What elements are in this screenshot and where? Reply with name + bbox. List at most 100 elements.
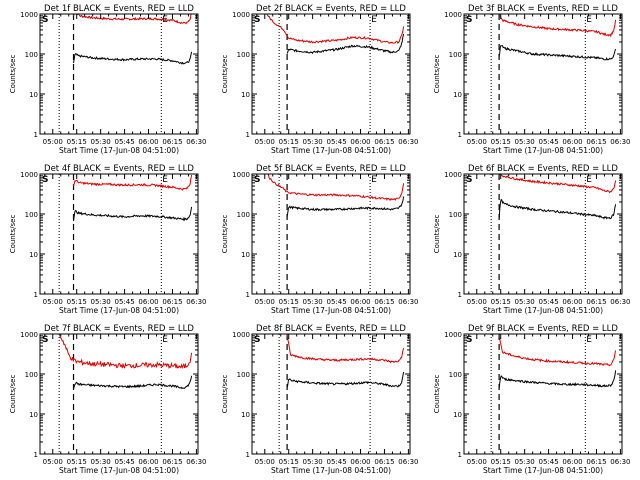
lld-series-line <box>267 174 405 201</box>
x-tick-label: 05:15 <box>491 458 511 466</box>
y-axis-label: Counts/sec <box>221 375 229 414</box>
y-tick-label: 1000 <box>444 171 462 179</box>
plot-frame <box>39 13 199 135</box>
plot-frame <box>251 333 411 455</box>
x-tick-label: 06:30 <box>398 458 418 466</box>
x-tick-label: 06:15 <box>586 458 606 466</box>
events-series-line <box>286 33 405 55</box>
x-tick-label: 05:30 <box>91 298 111 306</box>
x-tick-label: 05:15 <box>491 138 511 146</box>
x-tick-label: 05:00 <box>43 298 63 306</box>
events-series-line <box>73 206 193 222</box>
x-tick-label: 06:15 <box>374 138 394 146</box>
y-tick-label: 1 <box>246 291 250 299</box>
x-tick-label: 06:15 <box>374 458 394 466</box>
x-tick-label: 05:15 <box>279 138 299 146</box>
y-tick-label: 1 <box>458 131 462 139</box>
y-tick-label: 1000 <box>444 11 462 19</box>
panel-title: Det 6f BLACK = Events, RED = LLD <box>468 164 618 174</box>
x-tick-label: 05:00 <box>467 138 487 146</box>
y-tick-label: 1 <box>458 451 462 459</box>
end-marker-label: E <box>586 335 592 345</box>
x-tick-label: 05:30 <box>303 298 323 306</box>
plot-frame <box>39 173 199 295</box>
lld-series-line <box>73 14 192 25</box>
x-tick-label: 06:00 <box>350 298 370 306</box>
panel-title: Det 5f BLACK = Events, RED = LLD <box>256 164 406 174</box>
x-tick-label: 05:00 <box>43 458 63 466</box>
lld-series-line <box>498 334 617 367</box>
plot-frame <box>39 333 199 455</box>
events-series-line <box>498 370 617 389</box>
x-tick-label: 05:45 <box>538 298 558 306</box>
y-tick-label: 1000 <box>20 171 38 179</box>
events-series-line <box>286 371 405 388</box>
x-tick-label: 05:30 <box>91 138 111 146</box>
x-tick-label: 06:30 <box>610 458 630 466</box>
events-series-line <box>73 375 193 390</box>
plot-frame <box>463 13 623 135</box>
y-tick-label: 100 <box>25 371 38 379</box>
x-tick-label: 05:15 <box>67 458 87 466</box>
x-axis-label: Start Time (17-Jun-08 04:51:00) <box>271 466 391 475</box>
end-marker-label: E <box>371 15 377 25</box>
x-tick-label: 06:00 <box>562 138 582 146</box>
end-marker-label: E <box>162 175 168 185</box>
x-tick-label: 05:45 <box>114 138 134 146</box>
start-marker-label: S <box>466 335 472 345</box>
y-tick-label: 100 <box>237 371 250 379</box>
x-tick-label: 06:30 <box>610 298 630 306</box>
y-axis-label: Counts/sec <box>9 55 17 94</box>
panel-title: Det 3f BLACK = Events, RED = LLD <box>468 4 618 14</box>
y-tick-label: 1 <box>246 131 250 139</box>
x-tick-label: 05:30 <box>91 458 111 466</box>
x-tick-label: 05:00 <box>467 298 487 306</box>
x-axis-label: Start Time (17-Jun-08 04:51:00) <box>483 306 603 315</box>
y-tick-label: 100 <box>449 51 462 59</box>
x-tick-label: 05:30 <box>303 458 323 466</box>
x-tick-label: 05:30 <box>303 138 323 146</box>
x-tick-label: 06:00 <box>138 298 158 306</box>
events-series-line <box>498 45 617 61</box>
x-tick-label: 06:30 <box>398 298 418 306</box>
x-tick-label: 05:00 <box>255 138 275 146</box>
x-tick-label: 05:45 <box>538 458 558 466</box>
y-axis-label: Counts/sec <box>221 215 229 254</box>
start-marker-label: S <box>42 175 48 185</box>
x-tick-label: 05:30 <box>515 458 535 466</box>
y-tick-label: 1000 <box>20 11 38 19</box>
y-tick-label: 100 <box>449 211 462 219</box>
x-tick-label: 05:00 <box>255 298 275 306</box>
start-marker-label: S <box>254 335 260 345</box>
lld-series-line <box>498 14 617 38</box>
y-tick-label: 100 <box>25 211 38 219</box>
events-series-line <box>286 196 405 217</box>
y-tick-label: 100 <box>237 51 250 59</box>
panel-title: Det 2f BLACK = Events, RED = LLD <box>256 4 406 14</box>
x-axis-label: Start Time (17-Jun-08 04:51:00) <box>271 306 391 315</box>
y-tick-label: 10 <box>241 91 250 99</box>
x-tick-label: 06:15 <box>374 298 394 306</box>
lld-series-line <box>58 334 193 370</box>
panel-title: Det 1f BLACK = Events, RED = LLD <box>44 4 194 14</box>
x-tick-label: 06:30 <box>186 458 206 466</box>
y-tick-label: 1 <box>34 451 38 459</box>
x-tick-label: 06:30 <box>186 138 206 146</box>
y-tick-label: 1000 <box>232 171 250 179</box>
x-axis-label: Start Time (17-Jun-08 04:51:00) <box>483 466 603 475</box>
x-tick-label: 05:15 <box>67 298 87 306</box>
end-marker-label: E <box>371 335 377 345</box>
y-tick-label: 100 <box>25 51 38 59</box>
y-tick-label: 100 <box>449 371 462 379</box>
start-marker-label: S <box>466 15 472 25</box>
x-tick-label: 06:15 <box>586 298 606 306</box>
x-tick-label: 05:45 <box>326 458 346 466</box>
y-tick-label: 1 <box>458 291 462 299</box>
